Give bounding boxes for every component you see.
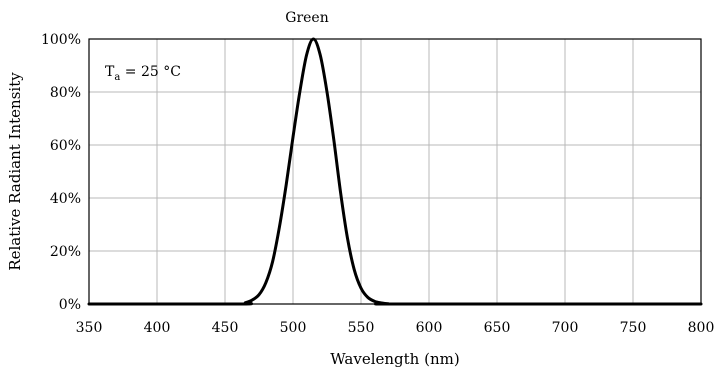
- x-tick-label: 750: [620, 320, 647, 336]
- x-tick-label: 550: [348, 320, 375, 336]
- y-tick-label: 80%: [50, 85, 81, 101]
- plot-frame: [88, 38, 702, 305]
- y-tick-label: 60%: [50, 138, 81, 154]
- x-axis-title: Wavelength (nm): [330, 350, 459, 368]
- x-tick-label: 600: [416, 320, 443, 336]
- x-tick-label: 650: [484, 320, 511, 336]
- y-axis-title: Relative Radiant Intensity: [6, 72, 24, 271]
- x-tick-label: 350: [76, 320, 103, 336]
- temperature-annotation: Ta = 25 °C: [105, 64, 181, 83]
- y-tick-label: 100%: [41, 32, 81, 48]
- grid-lines: [89, 39, 701, 304]
- y-tick-label: 40%: [50, 191, 81, 207]
- x-tick-label: 700: [552, 320, 579, 336]
- annotation-main: T: [105, 64, 115, 80]
- y-tick-label: 0%: [59, 297, 81, 313]
- x-tick-label: 400: [144, 320, 171, 336]
- x-tick-label: 800: [688, 320, 715, 336]
- series-layer: [87, 37, 703, 306]
- annotation-subscript: a: [114, 72, 120, 83]
- y-tick-label: 20%: [50, 244, 81, 260]
- x-tick-label: 500: [280, 320, 307, 336]
- series-line-0: [87, 37, 703, 306]
- x-tick-label: 450: [212, 320, 239, 336]
- chart-title: Green: [285, 10, 328, 26]
- x-tick-labels: 350 400 450 500 550 600 650 700 750 800: [76, 320, 715, 336]
- annotation-rest: = 25 °C: [120, 64, 181, 80]
- y-tick-labels: 0% 20% 40% 60% 80% 100%: [41, 32, 81, 313]
